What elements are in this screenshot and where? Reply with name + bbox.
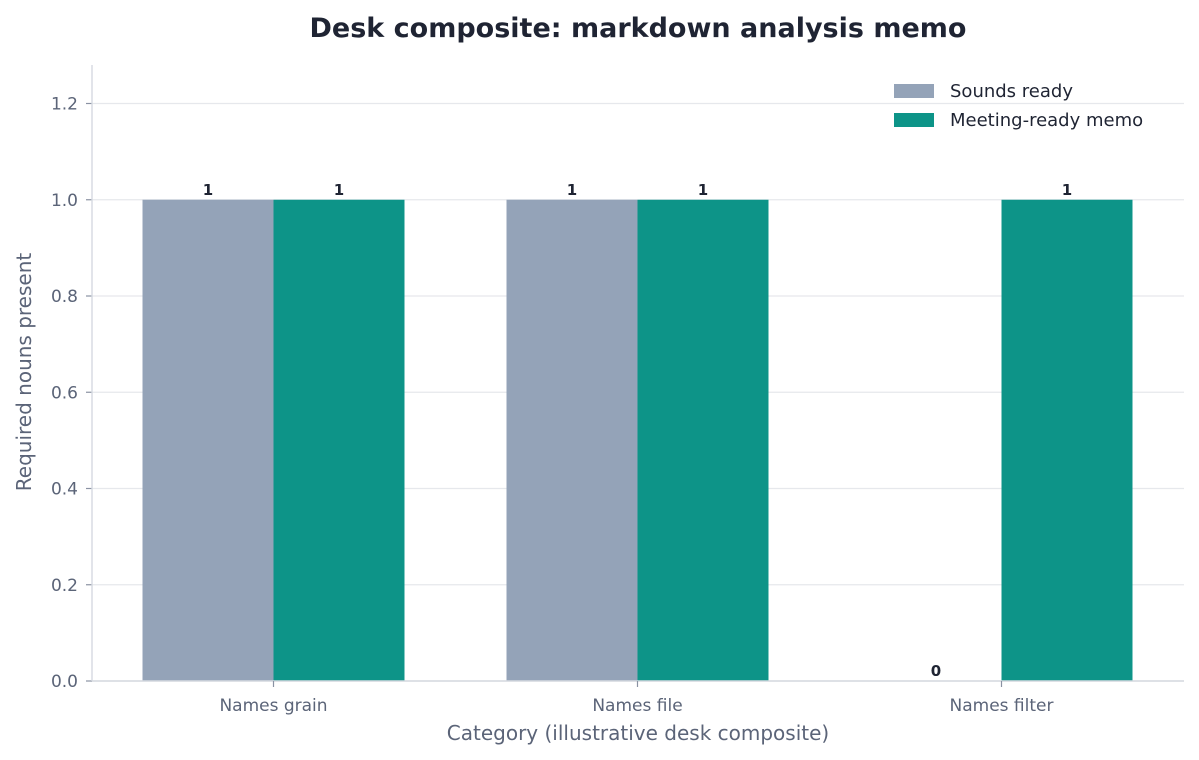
bar — [637, 199, 769, 681]
bar — [1001, 199, 1133, 681]
legend-swatch — [894, 84, 934, 98]
bar-value-label: 0 — [931, 662, 941, 680]
bar-value-label: 1 — [698, 181, 708, 199]
bar-value-label: 1 — [567, 181, 577, 199]
legend-label: Sounds ready — [950, 81, 1073, 102]
bar-value-label: 1 — [334, 181, 344, 199]
bar — [506, 199, 638, 681]
x-tick-label: Names grain — [219, 696, 327, 716]
bars — [142, 199, 1133, 681]
legend-label: Meeting-ready memo — [950, 110, 1143, 131]
bar-value-label: 1 — [1062, 181, 1072, 199]
data-labels: 1 1 1 1 0 1 — [203, 181, 1072, 680]
y-tick-label: 1.0 — [51, 191, 78, 211]
x-tick-label: Names filter — [950, 696, 1054, 716]
bar — [273, 199, 405, 681]
x-axis-label: Category (illustrative desk composite) — [447, 721, 829, 745]
axes: 0.0 0.2 0.4 0.6 0.8 1.0 1.2 Names grain Names fi… — [51, 65, 1184, 716]
legend: Sounds ready Meeting-ready memo — [894, 81, 1143, 131]
bar-value-label: 1 — [203, 181, 213, 199]
bar — [142, 199, 274, 681]
y-tick-label: 0.6 — [51, 383, 78, 403]
y-axis-label: Required nouns present — [12, 253, 36, 492]
legend-swatch — [894, 113, 934, 127]
y-tick-label: 0.0 — [51, 672, 78, 692]
y-tick-label: 0.8 — [51, 287, 78, 307]
y-tick-label: 0.4 — [51, 480, 78, 500]
y-tick-label: 0.2 — [51, 576, 78, 596]
chart-title: Desk composite: markdown analysis memo — [310, 13, 967, 44]
y-tick-label: 1.2 — [51, 95, 78, 115]
x-tick-label: Names file — [592, 696, 682, 716]
